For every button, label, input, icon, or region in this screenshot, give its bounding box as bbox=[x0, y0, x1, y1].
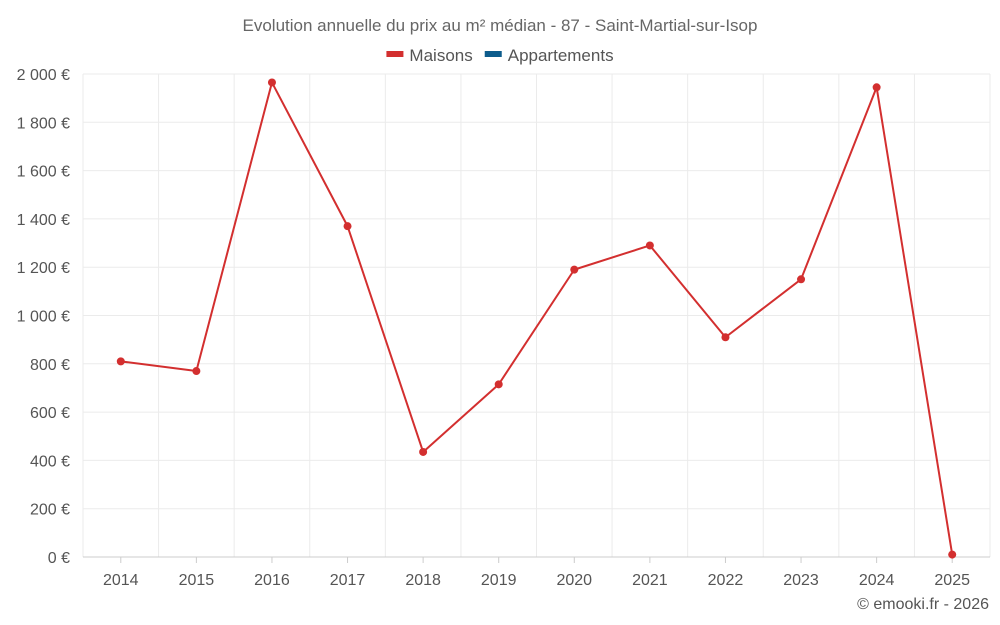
x-tick-label: 2017 bbox=[330, 572, 366, 589]
chart-title: Evolution annuelle du prix au m² médian … bbox=[243, 16, 758, 35]
legend-item[interactable]: Appartements bbox=[484, 46, 614, 65]
y-tick-label: 0 € bbox=[48, 550, 70, 567]
data-point[interactable] bbox=[721, 333, 730, 342]
data-point[interactable] bbox=[192, 367, 201, 376]
data-point[interactable] bbox=[948, 550, 957, 559]
x-tick-label: 2018 bbox=[405, 572, 441, 589]
x-gridlines bbox=[82, 74, 991, 557]
series-layer bbox=[116, 78, 957, 559]
legend-label: Appartements bbox=[508, 46, 614, 65]
y-tick-label: 800 € bbox=[30, 357, 70, 374]
legend-label: Maisons bbox=[409, 46, 472, 65]
y-tick-label: 1 200 € bbox=[17, 260, 70, 277]
legend: Maisons Appartements bbox=[386, 46, 614, 65]
x-tick-label: 2015 bbox=[179, 572, 215, 589]
legend-swatch bbox=[386, 51, 404, 57]
x-tick-label: 2021 bbox=[632, 572, 668, 589]
x-tick-label: 2019 bbox=[481, 572, 517, 589]
data-point[interactable] bbox=[116, 357, 125, 366]
x-tick-label: 2014 bbox=[103, 572, 139, 589]
x-axis-ticks: 2014 2015 2016 2017 2018 2019 2020 2021 2022 2023… bbox=[103, 557, 970, 589]
y-tick-label: 2 000 € bbox=[17, 67, 70, 84]
y-tick-label: 600 € bbox=[30, 405, 70, 422]
data-point[interactable] bbox=[419, 447, 428, 456]
x-tick-label: 2024 bbox=[859, 572, 895, 589]
data-point[interactable] bbox=[872, 83, 881, 92]
data-point[interactable] bbox=[267, 78, 276, 87]
y-tick-label: 1 600 € bbox=[17, 164, 70, 181]
legend-item[interactable]: Maisons bbox=[386, 46, 473, 65]
y-tick-label: 1 400 € bbox=[17, 212, 70, 229]
y-tick-label: 200 € bbox=[30, 502, 70, 519]
data-point[interactable] bbox=[797, 275, 806, 284]
x-tick-label: 2020 bbox=[556, 572, 592, 589]
series-line bbox=[120, 81, 954, 555]
x-tick-label: 2025 bbox=[934, 572, 970, 589]
legend-swatch bbox=[484, 51, 502, 57]
data-point[interactable] bbox=[494, 380, 503, 389]
x-tick-label: 2016 bbox=[254, 572, 290, 589]
y-tick-label: 1 800 € bbox=[17, 115, 70, 132]
x-tick-label: 2023 bbox=[783, 572, 819, 589]
y-axis-ticks: 0 € 200 € 400 € 600 € 800 € 1 000 € 1 200 € 1 4… bbox=[17, 67, 70, 567]
x-tick-label: 2022 bbox=[708, 572, 744, 589]
data-point[interactable] bbox=[570, 265, 579, 274]
y-tick-label: 1 000 € bbox=[17, 309, 70, 326]
data-point[interactable] bbox=[343, 222, 352, 231]
y-tick-label: 400 € bbox=[30, 453, 70, 470]
copyright-credit: © emooki.fr - 2026 bbox=[857, 596, 989, 613]
data-point[interactable] bbox=[645, 241, 654, 250]
